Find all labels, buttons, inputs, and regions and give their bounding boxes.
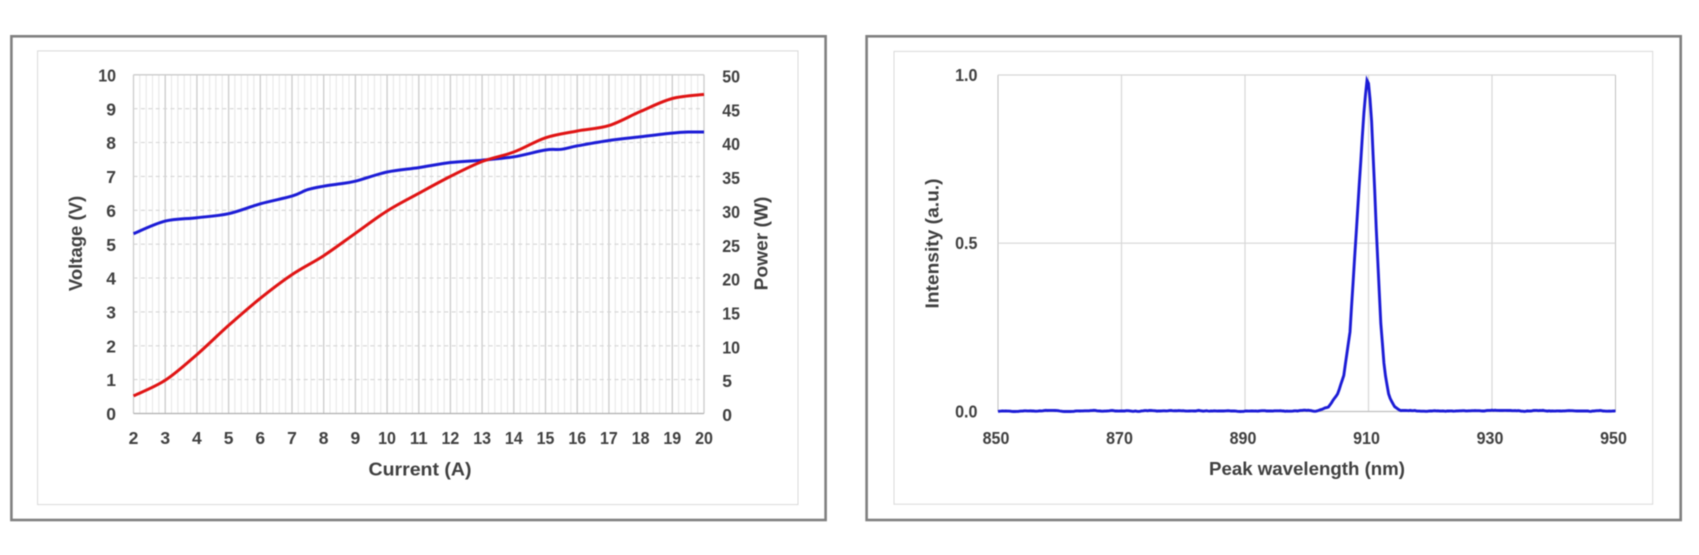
svg-text:Intensity (a.u.): Intensity (a.u.) <box>922 179 943 309</box>
svg-text:14: 14 <box>505 428 523 448</box>
svg-text:870: 870 <box>1106 428 1133 448</box>
svg-text:5: 5 <box>106 235 116 255</box>
svg-text:40: 40 <box>722 134 740 154</box>
svg-text:0.5: 0.5 <box>955 233 978 253</box>
svg-text:2: 2 <box>106 336 116 356</box>
svg-text:0: 0 <box>106 404 116 424</box>
svg-text:3: 3 <box>106 303 116 323</box>
svg-text:15: 15 <box>722 304 740 324</box>
svg-text:5: 5 <box>722 371 732 391</box>
svg-text:1: 1 <box>106 370 116 390</box>
svg-text:12: 12 <box>442 428 460 448</box>
svg-text:7: 7 <box>287 428 297 448</box>
svg-text:6: 6 <box>106 201 116 221</box>
svg-text:16: 16 <box>568 428 586 448</box>
svg-text:0.0: 0.0 <box>955 402 978 422</box>
svg-text:30: 30 <box>722 202 740 222</box>
svg-text:Power (W): Power (W) <box>751 197 772 291</box>
svg-text:Current (A): Current (A) <box>369 458 472 479</box>
svg-text:1.0: 1.0 <box>955 65 978 85</box>
svg-text:35: 35 <box>722 168 740 188</box>
svg-text:Voltage (V): Voltage (V) <box>65 196 86 291</box>
svg-text:19: 19 <box>663 428 681 448</box>
svg-text:18: 18 <box>632 428 650 448</box>
svg-text:3: 3 <box>160 428 170 448</box>
svg-text:950: 950 <box>1600 428 1627 448</box>
svg-text:5: 5 <box>224 428 234 448</box>
svg-text:8: 8 <box>106 133 116 153</box>
svg-text:930: 930 <box>1477 428 1504 448</box>
svg-text:11: 11 <box>410 428 428 448</box>
svg-text:20: 20 <box>722 270 740 290</box>
svg-text:10: 10 <box>98 65 116 85</box>
svg-text:9: 9 <box>350 428 360 448</box>
svg-text:850: 850 <box>983 428 1010 448</box>
svg-text:45: 45 <box>722 100 740 120</box>
svg-text:4: 4 <box>192 428 202 448</box>
svg-text:890: 890 <box>1230 428 1257 448</box>
svg-text:25: 25 <box>722 236 740 256</box>
svg-text:10: 10 <box>722 337 740 357</box>
svg-text:2: 2 <box>129 428 139 448</box>
svg-text:7: 7 <box>106 167 116 187</box>
svg-text:4: 4 <box>106 269 116 289</box>
svg-text:10: 10 <box>378 428 396 448</box>
svg-text:910: 910 <box>1353 428 1380 448</box>
svg-text:17: 17 <box>600 428 618 448</box>
svg-text:9: 9 <box>106 99 116 119</box>
svg-text:Peak wavelength (nm): Peak wavelength (nm) <box>1209 458 1405 479</box>
svg-text:0: 0 <box>722 405 732 425</box>
svg-text:8: 8 <box>319 428 329 448</box>
svg-text:50: 50 <box>722 66 740 86</box>
svg-text:20: 20 <box>695 428 713 448</box>
svg-text:15: 15 <box>537 428 555 448</box>
svg-text:13: 13 <box>473 428 491 448</box>
svg-text:6: 6 <box>255 428 265 448</box>
